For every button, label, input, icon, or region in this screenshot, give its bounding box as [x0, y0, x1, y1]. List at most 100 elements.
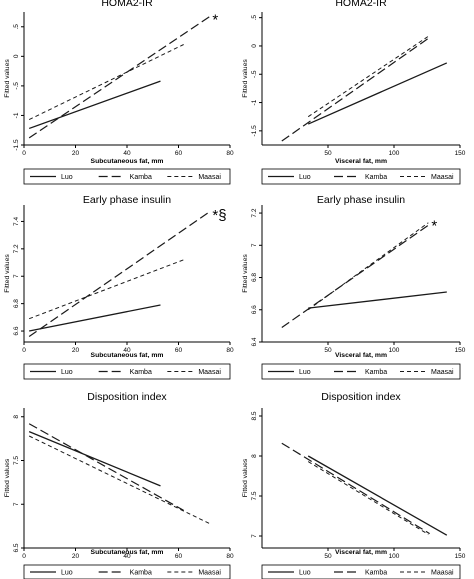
x-tick-label: 100 [389, 347, 400, 354]
y-axis-label: Fitted values [242, 254, 249, 293]
legend-box [261, 363, 461, 380]
series-line-maasai [307, 461, 429, 535]
x-tick-label: 20 [72, 553, 80, 560]
y-tick-label: -.5 [13, 82, 20, 90]
y-tick-label: 7.4 [13, 217, 20, 226]
chart-title: Disposition index [321, 391, 401, 403]
chart-panel-6: Disposition index 7 7.5 8 8.5 50 100 150 Viscera… [242, 391, 466, 579]
series-line-maasai [28, 435, 210, 524]
legend-label: Luo [299, 174, 311, 181]
x-axis-label: Subcutaneous fat, mm [91, 158, 164, 165]
chart-title: Early phase insulin [83, 194, 171, 206]
series-line-luo [29, 304, 161, 332]
y-tick-label: 8 [13, 415, 20, 419]
x-tick-label: 100 [389, 553, 400, 560]
y-tick-label: 7 [13, 502, 20, 506]
series-line-maasai [307, 35, 429, 118]
x-tick-label: 80 [226, 347, 234, 354]
significance-marker: *§ [212, 207, 226, 224]
y-tick-label: 6.8 [13, 299, 20, 308]
x-tick-label: 150 [455, 347, 466, 354]
legend-label: Maasai [431, 174, 454, 181]
legend-label: Luo [299, 369, 311, 376]
y-tick-label: 8.5 [251, 411, 258, 420]
legend-label: Kamba [130, 369, 152, 376]
legend-label: Kamba [365, 570, 387, 577]
y-tick-label: -1 [13, 112, 20, 118]
x-tick-label: 40 [123, 347, 131, 354]
y-axis-label: Fitted values [4, 254, 11, 293]
legend-box [23, 363, 231, 380]
x-tick-label: 40 [123, 553, 131, 560]
x-tick-label: 60 [175, 150, 183, 157]
x-tick-label: 80 [226, 150, 234, 157]
legend-box [23, 168, 231, 185]
series-line-maasai [307, 222, 429, 311]
x-axis-label: Visceral fat, mm [335, 158, 387, 165]
y-tick-label: 6.8 [251, 273, 258, 282]
y-tick-label: 6.5 [13, 543, 20, 552]
x-tick-label: 0 [22, 150, 26, 157]
y-tick-label: -1 [251, 99, 258, 105]
y-tick-label: 6.4 [251, 337, 258, 346]
chart-panel-2: HOMA2-IR -1.5 -1 -.5 0 .5 50 100 150 Visceral fat… [242, 0, 466, 185]
y-tick-label: 7 [251, 243, 258, 247]
x-axis-label: Subcutaneous fat, mm [91, 352, 164, 359]
legend-label: Luo [61, 174, 73, 181]
x-axis-label: Subcutaneous fat, mm [91, 549, 164, 556]
x-tick-label: 150 [455, 553, 466, 560]
series-line-luo [307, 455, 448, 536]
significance-marker: * [212, 12, 218, 29]
series-line-kamba [281, 36, 430, 142]
chart-title: Early phase insulin [317, 194, 405, 206]
y-tick-label: -1.5 [251, 125, 258, 137]
legend-label: Kamba [365, 369, 387, 376]
series-line-kamba [28, 211, 210, 338]
legend-label: Maasai [198, 570, 221, 577]
series-line-kamba [281, 442, 430, 535]
legend-label: Maasai [198, 369, 221, 376]
legend-box [261, 168, 461, 185]
x-tick-label: 50 [324, 347, 332, 354]
chart-title: HOMA2-IR [335, 0, 387, 9]
series-line-luo [308, 291, 447, 309]
legend-label: Luo [61, 570, 73, 577]
x-tick-label: 40 [123, 150, 131, 157]
legend-label: Maasai [198, 174, 221, 181]
y-tick-label: 0 [251, 44, 258, 48]
legend-label: Kamba [130, 570, 152, 577]
series-line-luo [28, 431, 161, 487]
legend-box [23, 564, 231, 579]
y-axis-label: Fitted values [242, 59, 249, 98]
y-tick-label: 7.5 [251, 491, 258, 500]
y-axis-label: Fitted values [242, 458, 249, 497]
y-axis-label: Fitted values [4, 458, 11, 497]
y-tick-label: 7.2 [13, 244, 20, 253]
x-tick-label: 60 [175, 347, 183, 354]
y-tick-label: 0 [13, 54, 20, 58]
y-tick-label: 7 [251, 534, 258, 538]
chart-title: HOMA2-IR [101, 0, 153, 9]
legend-label: Maasai [431, 570, 454, 577]
series-line-luo [307, 62, 448, 125]
x-tick-label: 100 [389, 150, 400, 157]
legend-box [261, 564, 461, 579]
x-axis-label: Visceral fat, mm [335, 549, 387, 556]
legend-label: Kamba [130, 174, 152, 181]
x-tick-label: 60 [175, 553, 183, 560]
significance-marker: * [431, 218, 437, 235]
y-tick-label: 7 [13, 274, 20, 278]
y-tick-label: -.5 [251, 70, 258, 78]
series-line-maasai [28, 44, 184, 121]
y-tick-label: 7.2 [251, 208, 258, 217]
y-tick-label: 6.6 [13, 326, 20, 335]
legend-label: Kamba [365, 174, 387, 181]
chart-panel-3: Early phase insulin 6.6 6.8 7 7.2 7.4 0 20 40 60 8… [4, 194, 234, 380]
legend-label: Luo [61, 369, 73, 376]
x-tick-label: 50 [324, 553, 332, 560]
series-line-luo [28, 80, 161, 130]
x-tick-label: 20 [72, 150, 80, 157]
y-tick-label: .5 [251, 15, 258, 21]
